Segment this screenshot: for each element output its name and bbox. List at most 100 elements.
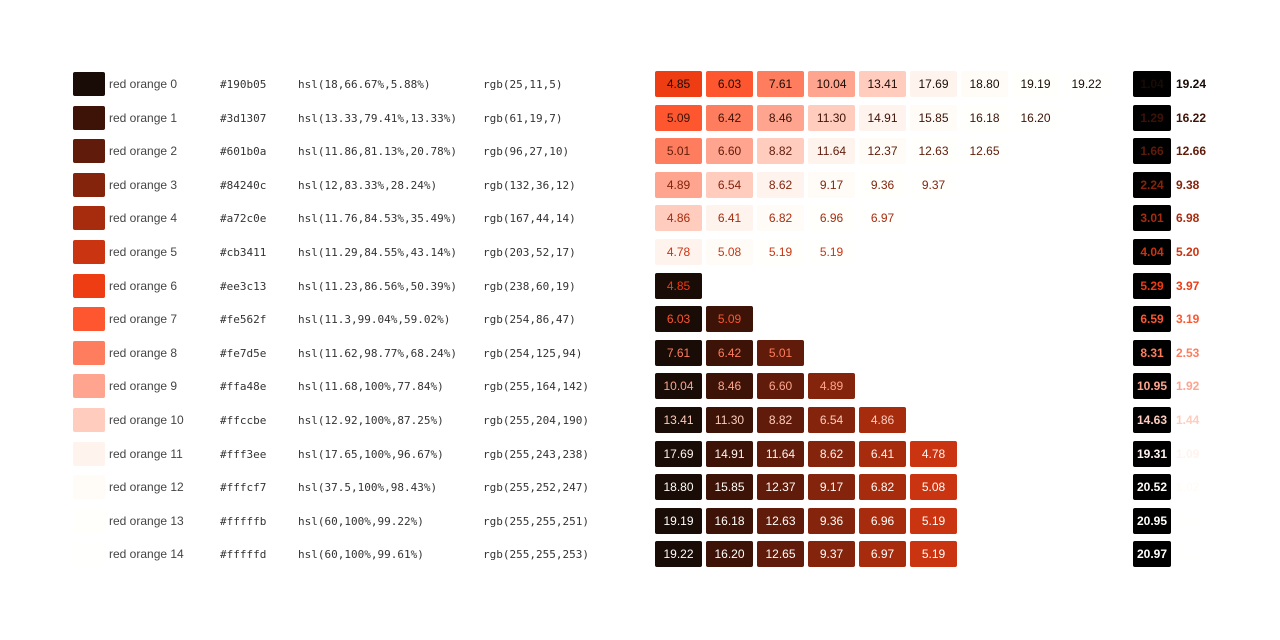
contrast-cell: 6.82 bbox=[859, 474, 906, 501]
palette-row: red orange 10 #ffccbe hsl(12.92,100%,87.25… bbox=[0, 407, 1280, 437]
rgb-value: rgb(254,86,47) bbox=[483, 313, 576, 327]
contrast-cell: 5.09 bbox=[655, 104, 702, 131]
contrast-white-value: 3.19 bbox=[1176, 312, 1200, 327]
contrast-cell: 4.85 bbox=[655, 272, 702, 299]
contrast-cell: 6.03 bbox=[706, 71, 753, 97]
contrast-black-box: 20.52 bbox=[1133, 474, 1171, 501]
color-swatch bbox=[73, 508, 105, 533]
contrast-cell: 11.64 bbox=[757, 440, 804, 467]
hsl-value: hsl(11.23,86.56%,50.39%) bbox=[298, 279, 457, 293]
contrast-cell: 17.69 bbox=[910, 71, 957, 97]
palette-row: red orange 4 #a72c0e hsl(11.76,84.53%,35.4… bbox=[0, 205, 1280, 235]
hsl-value: hsl(11.3,99.04%,59.02%) bbox=[298, 313, 451, 327]
contrast-cell: 4.89 bbox=[808, 373, 855, 400]
contrast-cell: 6.41 bbox=[706, 205, 753, 232]
contrast-cell: 16.20 bbox=[1012, 104, 1059, 131]
contrast-white-value: 1.00 bbox=[1176, 547, 1200, 562]
contrast-black-box: 10.95 bbox=[1133, 373, 1171, 400]
contrast-cell: 15.85 bbox=[706, 474, 753, 501]
contrast-cell: 4.89 bbox=[655, 171, 702, 198]
hex-value: #ffa48e bbox=[220, 380, 267, 394]
contrast-cell: 12.37 bbox=[859, 138, 906, 165]
rgb-value: rgb(255,204,190) bbox=[483, 414, 589, 427]
color-name: red orange 6 bbox=[109, 278, 178, 293]
contrast-cell: 7.61 bbox=[655, 339, 702, 366]
contrast-white-value: 1.02 bbox=[1176, 480, 1200, 495]
hex-value: #fff3ee bbox=[220, 447, 267, 461]
contrast-cell: 19.22 bbox=[655, 541, 702, 568]
rgb-value: rgb(167,44,14) bbox=[483, 212, 576, 226]
hsl-value: hsl(12.92,100%,87.25%) bbox=[298, 414, 444, 427]
rgb-value: rgb(25,11,5) bbox=[483, 78, 563, 91]
contrast-white-value: 5.20 bbox=[1176, 245, 1200, 259]
color-name: red orange 4 bbox=[109, 211, 178, 226]
hsl-value: hsl(11.62,98.77%,68.24%) bbox=[298, 346, 457, 360]
contrast-cell: 5.19 bbox=[808, 239, 855, 265]
hex-value: #190b05 bbox=[220, 78, 267, 91]
rgb-value: rgb(132,36,12) bbox=[483, 178, 576, 192]
hex-value: #84240c bbox=[220, 178, 267, 192]
contrast-cell: 4.78 bbox=[910, 440, 957, 467]
contrast-black-box: 5.29 bbox=[1133, 272, 1171, 299]
contrast-black-box: 8.31 bbox=[1133, 339, 1171, 366]
rgb-value: rgb(254,125,94) bbox=[483, 346, 583, 360]
hsl-value: hsl(12,83.33%,28.24%) bbox=[298, 178, 438, 192]
contrast-cell: 6.41 bbox=[859, 440, 906, 467]
contrast-cell: 16.20 bbox=[706, 541, 753, 568]
color-swatch bbox=[73, 340, 105, 365]
color-swatch bbox=[73, 475, 105, 500]
contrast-cell: 6.54 bbox=[706, 171, 753, 198]
color-swatch bbox=[73, 542, 105, 567]
contrast-cell: 9.17 bbox=[808, 474, 855, 501]
contrast-cell: 13.41 bbox=[655, 407, 702, 433]
contrast-cell: 12.63 bbox=[757, 507, 804, 534]
hex-value: #3d1307 bbox=[220, 111, 267, 125]
contrast-cell: 9.17 bbox=[808, 171, 855, 198]
hsl-value: hsl(60,100%,99.61%) bbox=[298, 548, 424, 562]
contrast-cell: 6.54 bbox=[808, 407, 855, 433]
color-swatch bbox=[73, 139, 105, 164]
rgb-value: rgb(61,19,7) bbox=[483, 111, 563, 125]
contrast-cell: 12.37 bbox=[757, 474, 804, 501]
contrast-black-box: 3.01 bbox=[1133, 205, 1171, 232]
hex-value: #ee3c13 bbox=[220, 279, 267, 293]
palette-row: red orange 14 #fffffd hsl(60,100%,99.61%) r… bbox=[0, 541, 1280, 571]
contrast-black-box: 1.29 bbox=[1133, 104, 1171, 131]
contrast-cell: 4.85 bbox=[655, 71, 702, 97]
color-name: red orange 8 bbox=[109, 345, 178, 360]
color-name: red orange 12 bbox=[109, 480, 184, 495]
contrast-cell: 5.09 bbox=[706, 306, 753, 333]
contrast-black-box: 1.04 bbox=[1133, 71, 1171, 97]
contrast-cell: 19.19 bbox=[1012, 71, 1059, 97]
contrast-cell: 12.63 bbox=[910, 138, 957, 165]
contrast-black-box: 14.63 bbox=[1133, 407, 1171, 433]
hex-value: #fe7d5e bbox=[220, 346, 267, 360]
rgb-value: rgb(238,60,19) bbox=[483, 279, 576, 293]
rgb-value: rgb(255,252,247) bbox=[483, 481, 589, 495]
contrast-cell: 4.78 bbox=[655, 239, 702, 265]
color-swatch bbox=[73, 172, 105, 197]
color-swatch bbox=[73, 307, 105, 332]
palette-row: red orange 1 #3d1307 hsl(13.33,79.41%,13.3… bbox=[0, 104, 1280, 135]
color-swatch bbox=[73, 72, 105, 96]
hex-value: #ffccbe bbox=[220, 414, 267, 427]
contrast-cell: 9.36 bbox=[808, 507, 855, 534]
contrast-cell: 9.37 bbox=[910, 171, 957, 198]
contrast-white-value: 1.09 bbox=[1176, 446, 1200, 461]
palette-row: red orange 5 #cb3411 hsl(11.29,84.55%,43.1… bbox=[0, 239, 1280, 269]
contrast-cell: 18.80 bbox=[655, 474, 702, 501]
contrast-cell: 19.19 bbox=[655, 507, 702, 534]
color-swatch bbox=[73, 206, 105, 231]
contrast-cell: 5.19 bbox=[757, 239, 804, 265]
contrast-cell: 9.37 bbox=[808, 541, 855, 568]
palette-row: red orange 7 #fe562f hsl(11.3,99.04%,59.02… bbox=[0, 306, 1280, 336]
contrast-black-box: 20.95 bbox=[1133, 507, 1171, 534]
contrast-cell: 5.01 bbox=[655, 138, 702, 165]
hsl-value: hsl(60,100%,99.22%) bbox=[298, 514, 424, 528]
contrast-cell: 6.60 bbox=[757, 373, 804, 400]
color-swatch bbox=[73, 105, 105, 130]
contrast-white-value: 19.24 bbox=[1176, 77, 1207, 91]
contrast-cell: 5.08 bbox=[910, 474, 957, 501]
hex-value: #fe562f bbox=[220, 313, 267, 327]
